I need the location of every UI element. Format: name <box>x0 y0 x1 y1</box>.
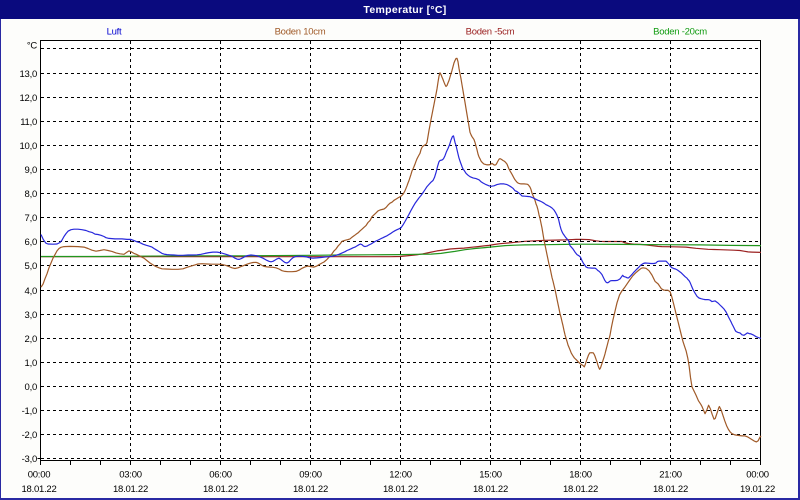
svg-text:-2,0: -2,0 <box>22 430 37 441</box>
svg-text:11,0: 11,0 <box>20 117 37 128</box>
svg-text:18:00: 18:00 <box>569 470 592 481</box>
svg-text:4,0: 4,0 <box>25 286 37 297</box>
svg-text:1,0: 1,0 <box>25 358 37 369</box>
svg-text:12:00: 12:00 <box>389 470 412 481</box>
svg-text:13,0: 13,0 <box>20 69 38 80</box>
svg-text:-3,0: -3,0 <box>22 454 37 465</box>
svg-text:18.01.22: 18.01.22 <box>293 484 328 495</box>
svg-text:18.01.22: 18.01.22 <box>473 484 508 495</box>
svg-text:9,0: 9,0 <box>25 165 37 176</box>
svg-text:Temperatur [°C]: Temperatur [°C] <box>363 4 446 16</box>
svg-text:10,0: 10,0 <box>20 141 38 152</box>
svg-text:Luft: Luft <box>107 27 122 38</box>
svg-text:19.01.22: 19.01.22 <box>740 484 775 495</box>
svg-text:18.01.22: 18.01.22 <box>653 484 688 495</box>
svg-text:7,0: 7,0 <box>25 213 37 224</box>
svg-text:6,0: 6,0 <box>25 237 37 248</box>
svg-text:8,0: 8,0 <box>25 189 37 200</box>
svg-text:21:00: 21:00 <box>659 470 682 481</box>
svg-text:00:00: 00:00 <box>28 470 51 481</box>
svg-text:18.01.22: 18.01.22 <box>113 484 148 495</box>
svg-text:5,0: 5,0 <box>25 261 37 272</box>
svg-text:03:00: 03:00 <box>119 470 142 481</box>
svg-text:3,0: 3,0 <box>25 310 37 321</box>
svg-text:°C: °C <box>27 41 38 52</box>
svg-text:Boden 10cm: Boden 10cm <box>275 27 326 38</box>
svg-text:Boden -5cm: Boden -5cm <box>466 27 515 38</box>
svg-text:00:00: 00:00 <box>746 470 769 481</box>
svg-text:18.01.22: 18.01.22 <box>383 484 418 495</box>
svg-text:Boden -20cm: Boden -20cm <box>653 27 707 38</box>
svg-text:18.01.22: 18.01.22 <box>22 484 57 495</box>
svg-text:09:00: 09:00 <box>299 470 322 481</box>
svg-text:06:00: 06:00 <box>209 470 232 481</box>
svg-text:18.01.22: 18.01.22 <box>203 484 238 495</box>
svg-text:-1,0: -1,0 <box>22 406 37 417</box>
svg-text:0,0: 0,0 <box>25 382 37 393</box>
svg-text:2,0: 2,0 <box>25 334 37 345</box>
svg-text:15:00: 15:00 <box>479 470 502 481</box>
svg-text:12,0: 12,0 <box>20 93 38 104</box>
svg-text:18.01.22: 18.01.22 <box>563 484 598 495</box>
